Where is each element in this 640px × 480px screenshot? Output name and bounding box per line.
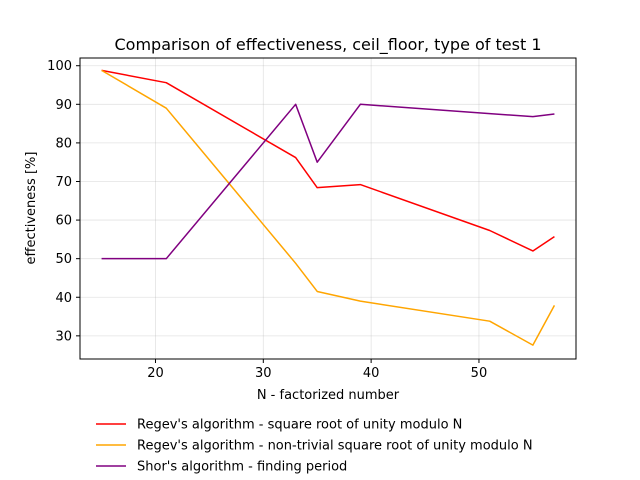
x-axis-label: N - factorized number [257,388,400,403]
x-tick-label: 40 [363,366,380,381]
y-tick-label: 30 [55,329,72,344]
y-axis-label: effectiveness [%] [24,152,39,265]
legend-label-2: Regev's algorithm - non-trivial square r… [137,439,533,454]
y-tick-label: 40 [55,291,72,306]
x-axis: 20 30 40 50 [147,359,487,381]
y-tick-label: 60 [55,214,72,229]
series-layer [101,69,556,346]
x-tick-label: 20 [147,366,164,381]
y-tick-label: 70 [55,175,72,190]
y-tick-label: 80 [55,136,72,151]
y-axis: 30 40 50 60 70 80 90 100 [47,59,80,344]
series-line-2 [101,69,556,346]
legend-label-3: Shor's algorithm - finding period [137,460,347,475]
x-tick-label: 30 [255,366,272,381]
x-tick-label: 50 [471,366,488,381]
plot-frame [79,57,577,360]
y-tick-label: 90 [55,98,72,113]
grid [80,58,576,359]
legend: Regev's algorithm - square root of unity… [96,418,533,475]
y-tick-label: 50 [55,252,72,267]
series-line-3 [101,103,555,260]
legend-label-1: Regev's algorithm - square root of unity… [137,418,462,433]
chart-title: Comparison of effectiveness, ceil_floor,… [114,35,541,55]
y-tick-label: 100 [47,59,72,74]
series-line-1 [101,69,555,252]
